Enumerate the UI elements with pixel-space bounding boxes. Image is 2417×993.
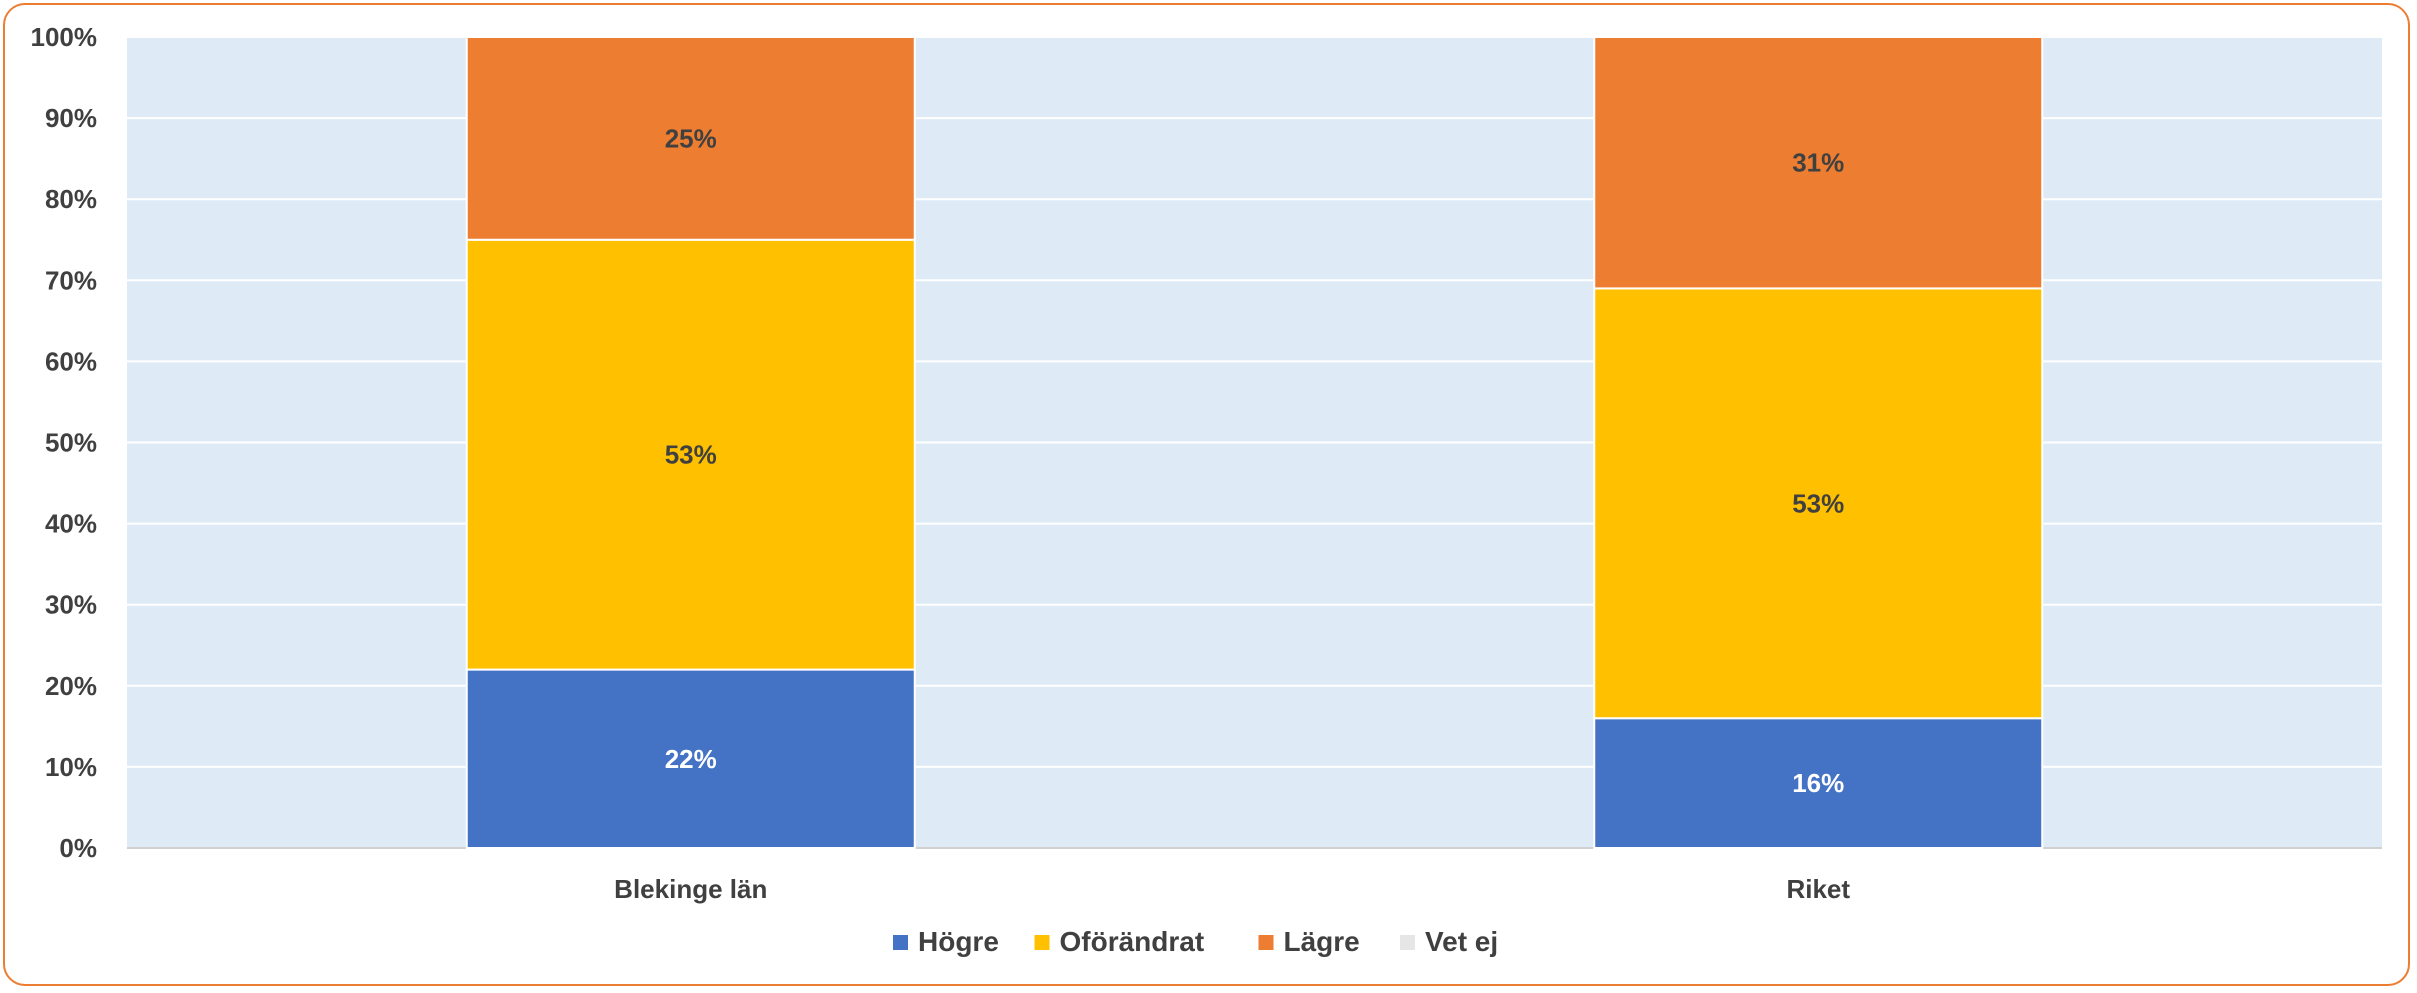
data-label: 31% [1792,148,1844,178]
y-tick-label: 30% [45,590,97,620]
bar-segment [465,36,916,241]
x-category-label: Blekinge län [614,874,767,904]
legend-swatch [1034,935,1050,950]
legend-label: Högre [918,926,999,957]
data-label: 16% [1792,768,1844,798]
legend-swatch [893,935,908,950]
y-tick-label: 40% [45,509,97,539]
data-label: 22% [665,744,717,774]
bar-segment [1593,36,2044,290]
legend-label: Vet ej [1425,926,1498,957]
y-tick-label: 10% [45,752,97,782]
data-label: 53% [665,440,717,470]
y-tick-label: 80% [45,184,97,214]
legend-label: Oförändrat [1060,926,1205,957]
y-tick-label: 100% [31,22,98,52]
y-tick-label: 70% [45,265,97,295]
data-label: 25% [665,123,717,153]
data-label: 53% [1792,488,1844,518]
bar-segment [1593,717,2044,849]
y-tick-label: 20% [45,671,97,701]
y-tick-label: 0% [59,833,97,863]
x-category-label: Riket [1786,874,1850,904]
legend-swatch [1258,935,1274,950]
y-tick-label: 90% [45,103,97,133]
chart-frame [3,3,2410,986]
legend-label: Lägre [1284,926,1360,957]
y-tick-label: 50% [45,428,97,458]
bar-segment [465,668,916,850]
legend-swatch [1400,935,1415,950]
y-tick-label: 60% [45,346,97,376]
bar-segment [1593,287,2044,720]
